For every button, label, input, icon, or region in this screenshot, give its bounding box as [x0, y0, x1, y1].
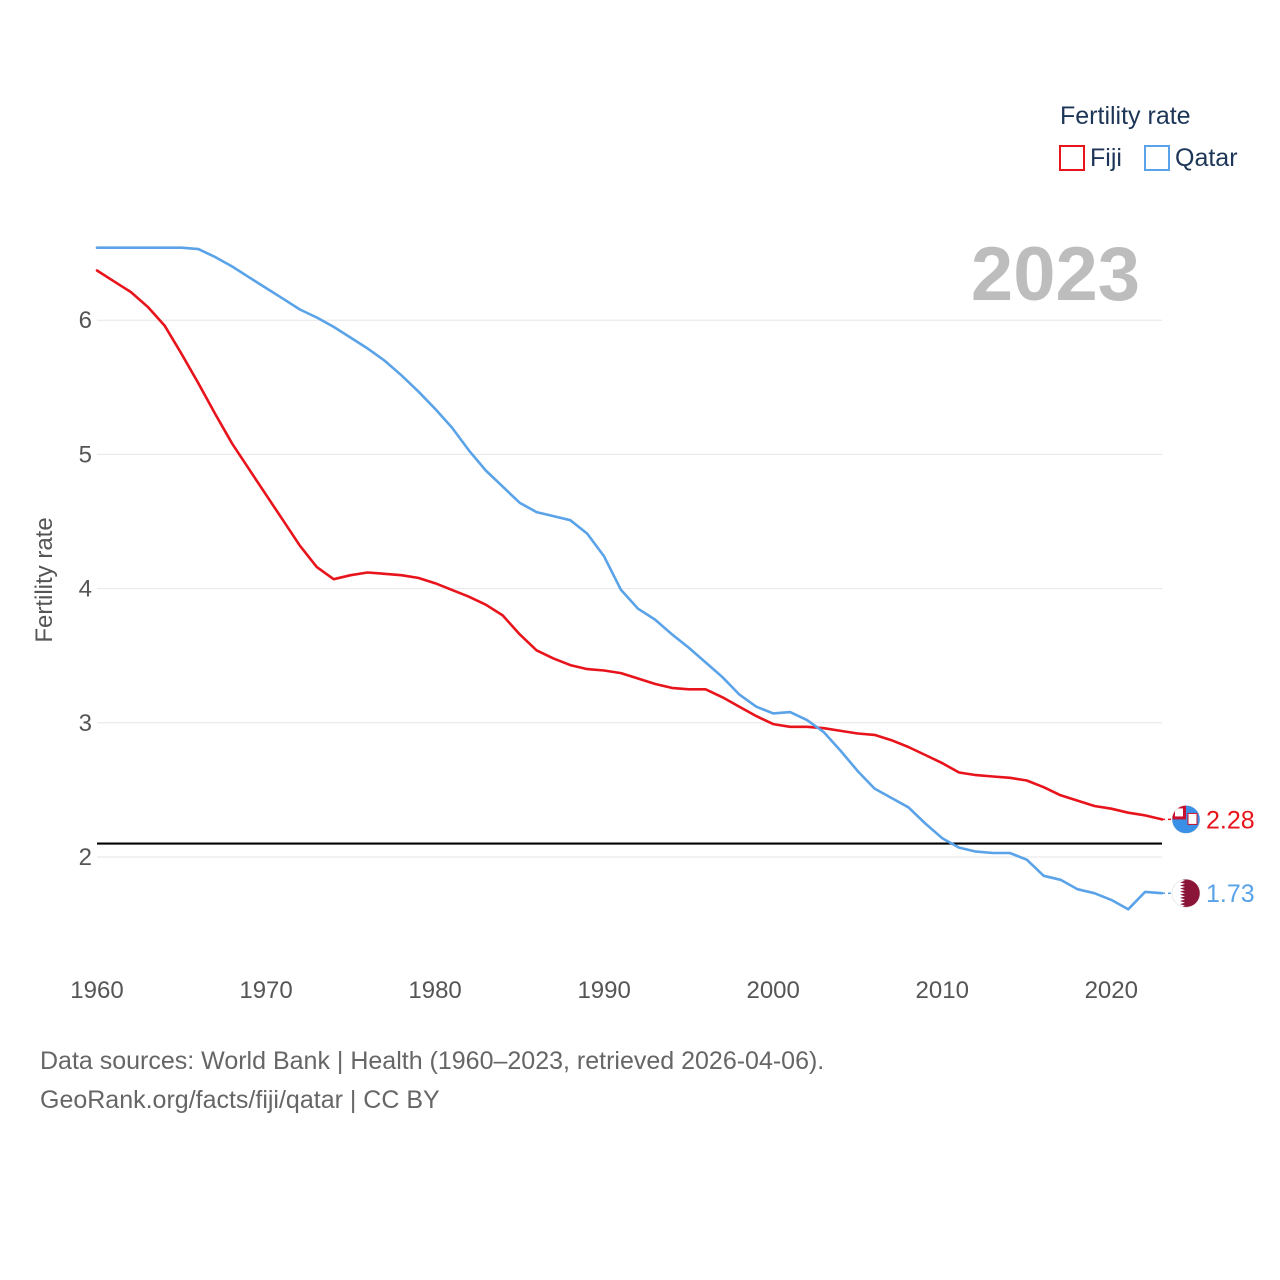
y-axis-label: Fertility rate	[31, 517, 58, 642]
series-line-fiji	[95, 269, 1164, 821]
y-tick-label: 6	[79, 307, 92, 334]
y-tick-label: 3	[79, 710, 92, 737]
current-year-label: 2023	[971, 232, 1140, 317]
x-tick-label: 1960	[70, 977, 123, 1004]
end-value-label-qatar: 1.73	[1206, 880, 1255, 908]
x-tick-label: 2020	[1085, 977, 1138, 1004]
x-tick-label: 1970	[239, 977, 292, 1004]
x-tick-label: 2000	[746, 977, 799, 1004]
legend-swatch-qatar[interactable]	[1144, 145, 1170, 171]
series-group	[95, 246, 1164, 911]
legend-swatch-fiji[interactable]	[1059, 145, 1085, 171]
x-axis-ticks: 1960 1970 1980 1990 2000 2010 2020	[70, 977, 1138, 1004]
attribution-text: GeoRank.org/facts/fiji/qatar | CC BY	[40, 1086, 440, 1114]
legend-label-qatar[interactable]: Qatar	[1175, 144, 1238, 172]
end-markers: 2.28 1.73	[1162, 805, 1255, 908]
x-tick-label: 1980	[408, 977, 461, 1004]
legend-label-fiji[interactable]: Fiji	[1090, 144, 1122, 172]
y-axis-ticks: 2 3 4 5 6	[79, 307, 92, 871]
y-tick-label: 2	[79, 844, 92, 871]
series-line-qatar	[95, 246, 1164, 911]
gridlines	[97, 319, 1162, 858]
legend-title: Fertility rate	[1060, 102, 1191, 130]
footer: Data sources: World Bank | Health (1960–…	[40, 1042, 824, 1120]
legend: Fertility rate Fiji Qatar	[1059, 102, 1238, 172]
fiji-flag-icon	[1171, 805, 1201, 834]
data-sources-text: Data sources: World Bank | Health (1960–…	[40, 1047, 825, 1075]
y-tick-label: 4	[79, 576, 92, 603]
x-tick-label: 1990	[577, 977, 630, 1004]
end-value-label-fiji: 2.28	[1206, 806, 1255, 834]
x-tick-label: 2010	[916, 977, 969, 1004]
qatar-flag-icon	[1171, 878, 1201, 908]
y-tick-label: 5	[79, 441, 92, 468]
